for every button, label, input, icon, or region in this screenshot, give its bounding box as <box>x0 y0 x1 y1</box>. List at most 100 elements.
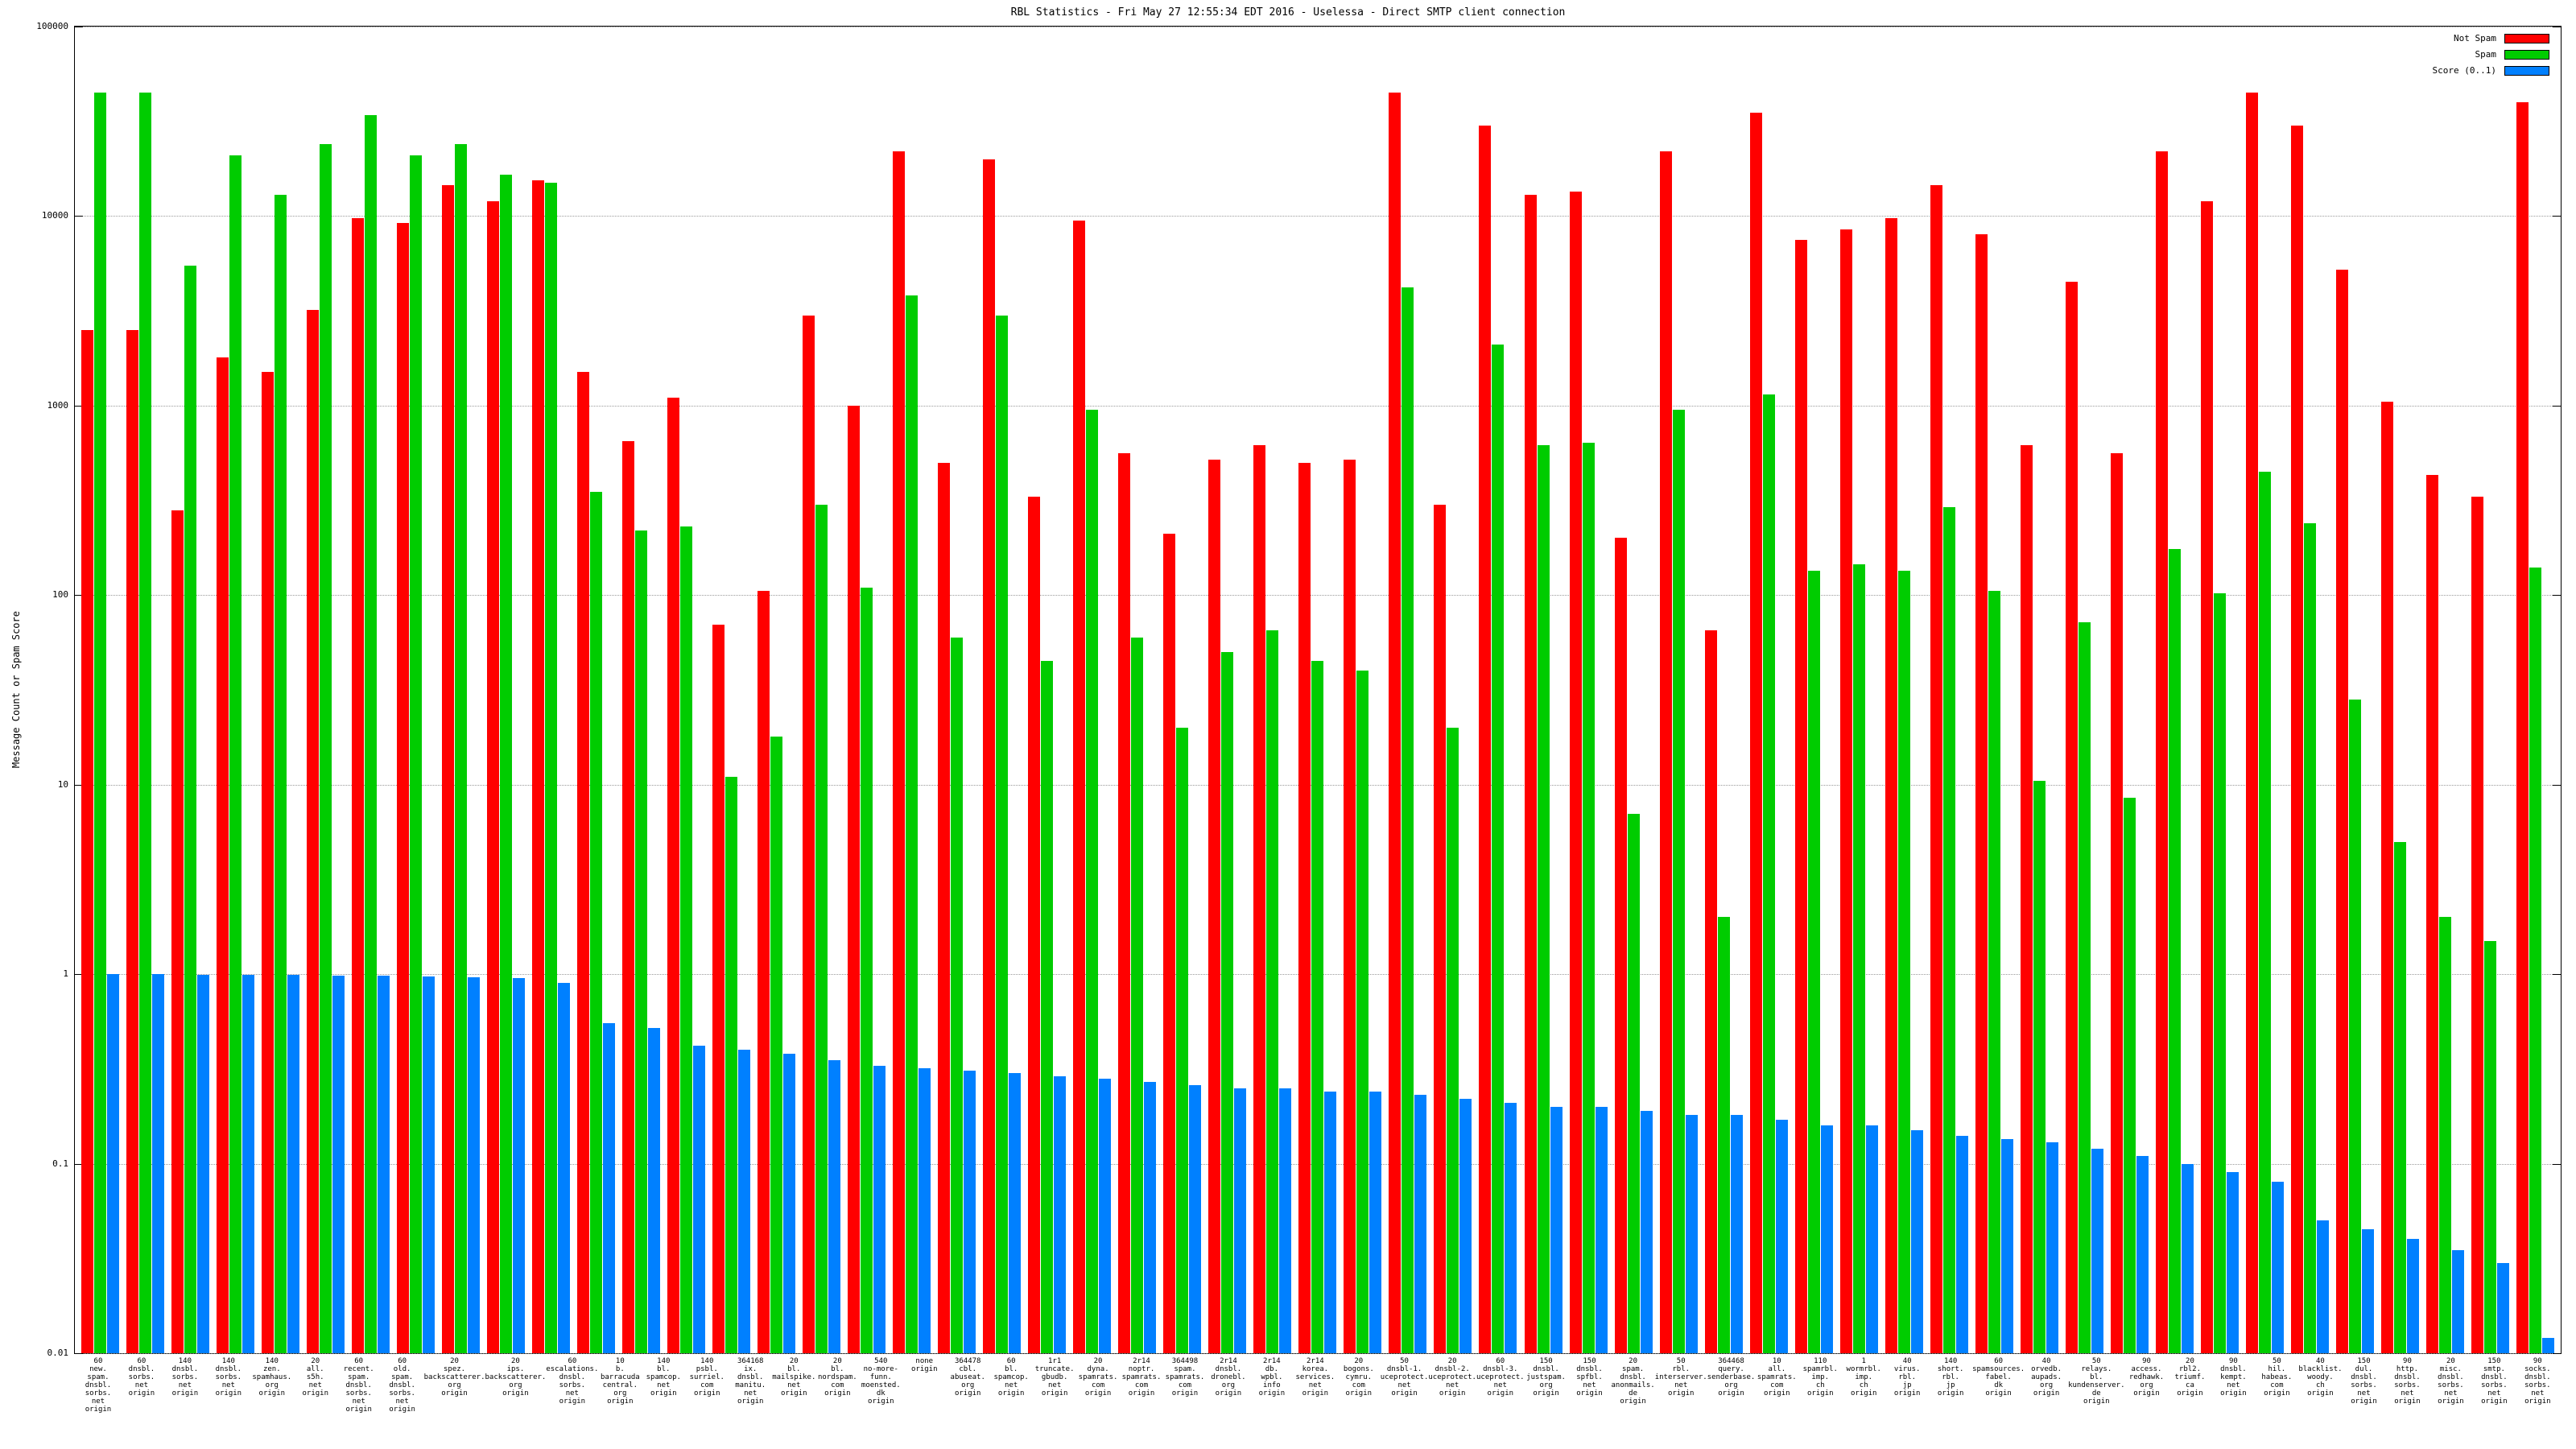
bar-group <box>1611 27 1656 1353</box>
bar-group <box>438 27 483 1353</box>
bar-not-spam <box>2020 444 2033 1353</box>
bar-not-spam <box>486 200 499 1353</box>
bar-score <box>1955 1136 1968 1353</box>
bar-spam <box>1717 917 1730 1353</box>
y-tick-mark <box>75 784 83 786</box>
bar-spam <box>1627 814 1640 1353</box>
x-tick-label: 20 misc. dnsbl. sorbs. net origin <box>2438 1357 2464 1406</box>
x-tick-label: 110 spamrbl. imp. ch origin <box>1802 1357 1838 1397</box>
x-tick-label: 60 spamsources. fabel. dk origin <box>1972 1357 2025 1397</box>
bar-not-spam <box>2336 270 2349 1353</box>
bar-spam <box>2259 471 2272 1353</box>
bar-score <box>828 1060 841 1353</box>
bar-spam <box>229 155 242 1353</box>
bar-score <box>2272 1182 2285 1353</box>
bar-spam <box>634 530 647 1353</box>
x-tick-label: 364478 cbl. abuseat. org origin <box>950 1357 985 1397</box>
bar-not-spam <box>1975 234 1988 1353</box>
bar-group <box>258 27 303 1353</box>
bar-not-spam <box>261 372 274 1353</box>
bar-not-spam <box>2471 497 2484 1353</box>
legend-swatch-spam <box>2504 49 2549 60</box>
bar-spam <box>454 143 467 1353</box>
bar-group <box>1656 27 1701 1353</box>
bar-spam <box>2168 549 2181 1353</box>
bar-not-spam <box>2291 126 2304 1353</box>
y-tick-mark <box>2553 784 2561 786</box>
bar-not-spam <box>1028 497 1041 1353</box>
gridline <box>75 216 2561 217</box>
x-tick-label: 60 old. spam. dnsbl. sorbs. net origin <box>389 1357 415 1414</box>
bar-score <box>1414 1095 1427 1353</box>
bar-group <box>1070 27 1115 1353</box>
bar-group <box>1566 27 1611 1353</box>
bar-score <box>1099 1079 1112 1353</box>
legend: Not Spam Spam Score (0..1) <box>2433 33 2549 76</box>
x-tick-label: 50 relays. bl. kundenserver. de origin <box>2068 1357 2125 1406</box>
bar-group <box>1160 27 1205 1353</box>
bar-score <box>647 1028 660 1353</box>
x-tick-label: 20 all. s5h. net origin <box>302 1357 328 1397</box>
bar-score <box>2226 1172 2239 1353</box>
bar-group <box>2378 27 2423 1353</box>
bar-spam <box>499 175 512 1353</box>
legend-row-score: Score (0..1) <box>2433 65 2549 76</box>
bar-group <box>1025 27 1070 1353</box>
x-axis-labels: 60 new. spam. dnsbl. sorbs. net origin 60… <box>74 1357 2562 1414</box>
bar-score <box>737 1049 750 1353</box>
x-tick-label: 2r14 noptr. spamrats. com origin <box>1121 1357 1162 1397</box>
x-tick-label: 140 dnsbl. sorbs. net origin <box>215 1357 242 1397</box>
bar-group <box>348 27 393 1353</box>
legend-label-not-spam: Not Spam <box>2454 33 2496 43</box>
bar-spam <box>1852 564 1865 1353</box>
bar-not-spam <box>1344 459 1356 1353</box>
bar-score <box>602 1023 615 1353</box>
bar-not-spam <box>893 151 906 1353</box>
bar-score <box>287 975 299 1353</box>
bar-score <box>1279 1088 1292 1353</box>
x-tick-label: 1r1 truncate. gbudb. net origin <box>1034 1357 1075 1397</box>
bar-not-spam <box>1073 220 1086 1353</box>
bar-score <box>2407 1239 2420 1353</box>
bar-group <box>2423 27 2468 1353</box>
legend-swatch-not-spam <box>2504 33 2549 43</box>
y-axis-label: Message Count or Spam Score <box>10 611 22 769</box>
bar-group <box>1205 27 1250 1353</box>
bar-spam <box>319 143 332 1353</box>
chart-title: RBL Statistics - Fri May 27 12:55:34 EDT… <box>1010 6 1566 19</box>
x-tick-label: 150 dnsbl. justspam. org origin <box>1526 1357 1566 1397</box>
y-tick-label: 10000 <box>41 210 68 221</box>
bar-spam <box>93 92 106 1353</box>
bar-group <box>1971 27 2017 1353</box>
x-tick-label: 40 orvedb. aupads. org origin <box>2031 1357 2062 1397</box>
bar-spam <box>724 776 737 1353</box>
bar-score <box>512 978 525 1353</box>
bar-score <box>1324 1092 1337 1353</box>
x-tick-label: none origin <box>911 1357 938 1373</box>
bar-score <box>196 975 209 1353</box>
bar-score <box>2046 1141 2058 1353</box>
bar-score <box>1459 1098 1472 1353</box>
bar-group <box>167 27 213 1353</box>
bar-not-spam <box>1479 126 1492 1353</box>
bar-group <box>2333 27 2378 1353</box>
bar-score <box>873 1065 886 1353</box>
y-tick-mark <box>2553 974 2561 976</box>
bar-score <box>106 974 119 1353</box>
bar-not-spam <box>938 462 951 1353</box>
bar-spam <box>1266 630 1279 1353</box>
bar-not-spam <box>803 315 815 1353</box>
bar-not-spam <box>2426 475 2439 1353</box>
bar-not-spam <box>712 624 724 1353</box>
bar-group <box>2197 27 2242 1353</box>
bar-spam <box>1356 670 1369 1353</box>
bar-spam <box>1807 570 1820 1353</box>
bar-spam <box>1988 591 2000 1353</box>
bar-not-spam <box>1659 151 1672 1353</box>
bar-score <box>2542 1338 2555 1353</box>
bar-score <box>1009 1073 1022 1353</box>
bar-group <box>2152 27 2197 1353</box>
y-tick-mark <box>75 595 83 597</box>
bar-spam <box>1086 410 1099 1353</box>
